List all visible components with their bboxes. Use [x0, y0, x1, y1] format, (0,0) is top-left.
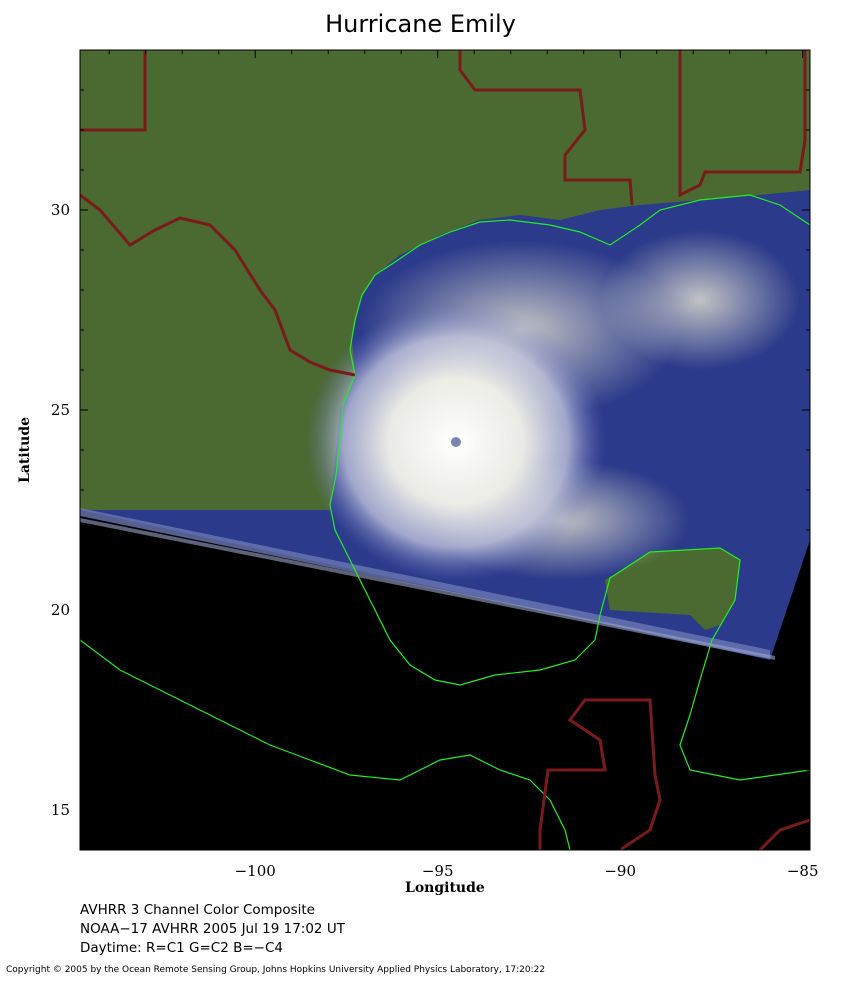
coastline: [80, 194, 810, 850]
x-tick-label: −95: [422, 862, 454, 880]
y-tick-label: 15: [51, 801, 70, 819]
caption-line-2: NOAA−17 AVHRR 2005 Jul 19 17:02 UT: [80, 921, 345, 937]
swath-edge-stripe-2: [80, 518, 775, 660]
caption-line-3: Daytime: R=C1 G=C2 B=−C4: [80, 940, 283, 956]
x-tick-labels: −100 −95 −90 −85: [235, 862, 819, 880]
x-axis-label: Longitude: [405, 880, 485, 896]
y-tick-labels: 15 20 25 30: [51, 201, 70, 819]
x-tick-label: −90: [604, 862, 636, 880]
caption-line-1: AVHRR 3 Channel Color Composite: [80, 902, 315, 918]
y-tick-label: 30: [51, 201, 70, 219]
y-tick-label: 25: [51, 401, 70, 419]
hurricane-eye: [450, 437, 461, 447]
land-area: [80, 50, 810, 510]
plot-area: [80, 50, 810, 850]
x-tick-label: −85: [787, 862, 819, 880]
map-title: Hurricane Emily: [325, 10, 516, 38]
axis-ticks: [80, 49, 810, 851]
cloud-band-east: [600, 230, 800, 370]
swath-edge-stripe: [80, 508, 770, 658]
y-tick-label: 20: [51, 601, 70, 619]
x-tick-label: −100: [235, 862, 276, 880]
copyright-notice: Copyright © 2005 by the Ocean Remote Sen…: [6, 965, 546, 975]
political-border: [80, 50, 810, 850]
y-axis-label: Latitude: [17, 416, 34, 484]
yucatan-land: [605, 548, 740, 630]
